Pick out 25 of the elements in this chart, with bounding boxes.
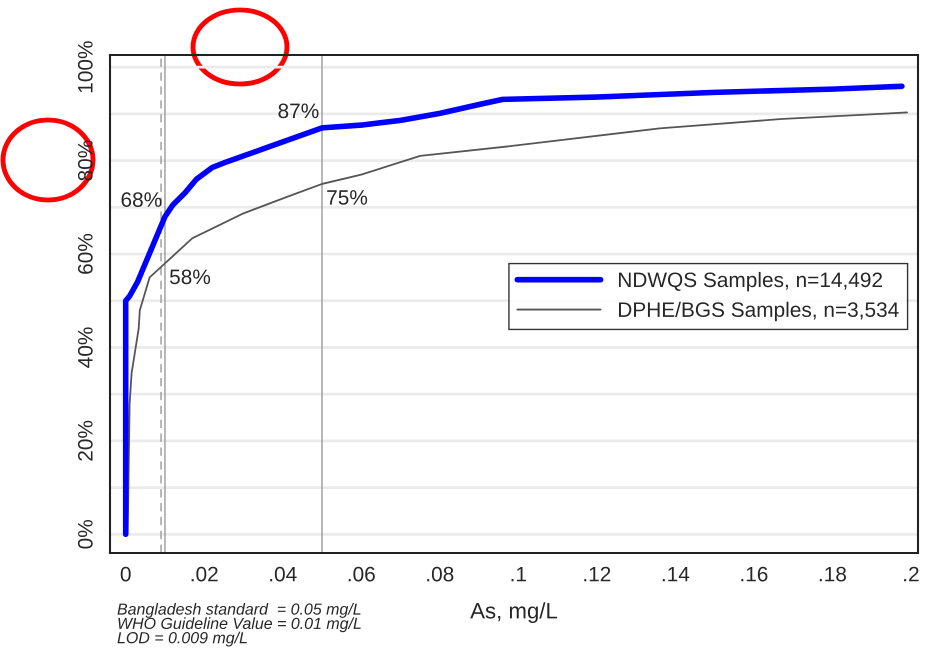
x-tick-label: .04 bbox=[270, 566, 297, 582]
x-tick-label: 0 bbox=[120, 566, 131, 582]
y-tick-label: 60% bbox=[78, 234, 93, 274]
x-axis-title: As, mg/L bbox=[470, 602, 558, 623]
x-tick-label: .14 bbox=[662, 566, 690, 582]
data-label: 87% bbox=[278, 103, 318, 118]
x-tick-label: .2 bbox=[904, 566, 919, 582]
data-label: 75% bbox=[327, 190, 368, 205]
x-tick-label: .18 bbox=[820, 566, 846, 582]
x-tick-label: .12 bbox=[584, 566, 610, 582]
y-tick-label: 80% bbox=[78, 140, 93, 181]
x-tick-label: .08 bbox=[427, 566, 454, 582]
data-label: 68% bbox=[122, 192, 162, 207]
data-label: 58% bbox=[170, 269, 210, 284]
x-tick-label: .06 bbox=[348, 566, 375, 582]
legend-label: NDWQS Samples, n=14,492 bbox=[618, 272, 882, 292]
text: Bangladesh standard = 0.05 mg/L WHO Guideline Value = 0.01 mg/L LOD = 0.009 mg/L bbox=[117, 603, 361, 647]
x-tick-label: .02 bbox=[192, 566, 218, 582]
legend-label: DPHE/BGS Samples, n=3,534 bbox=[618, 302, 899, 322]
y-tick-label: 0% bbox=[78, 520, 93, 549]
x-tick-label: .16 bbox=[741, 566, 768, 582]
y-tick-label: 100% bbox=[78, 41, 93, 92]
x-tick-label: .1 bbox=[512, 566, 526, 582]
y-tick-label: 20% bbox=[78, 420, 93, 461]
y-tick-label: 40% bbox=[78, 327, 93, 368]
